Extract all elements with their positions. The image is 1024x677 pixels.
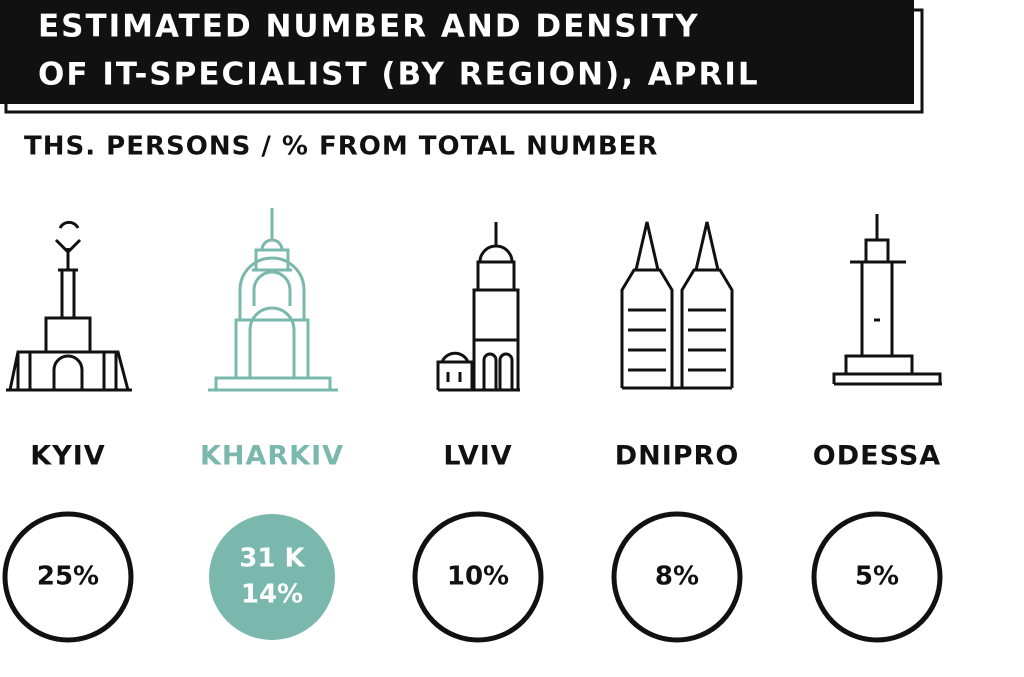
- title-line: ESTIMATED NUMBER AND DENSITY: [38, 9, 700, 45]
- kyiv-icon: [6, 220, 132, 392]
- region-name: KYIV: [30, 441, 105, 472]
- dnipro-icon: [620, 221, 734, 390]
- region-name: LVIV: [443, 441, 512, 472]
- region-name: DNIPRO: [615, 441, 740, 472]
- subtitle: THS. PERSONS / % FROM TOTAL NUMBER: [24, 132, 658, 162]
- region-circle: [412, 511, 544, 643]
- region-circle: [611, 511, 743, 643]
- region-value: 8%: [655, 562, 699, 592]
- region-circle: [2, 511, 134, 643]
- region-value: 5%: [855, 562, 899, 592]
- title-box: [0, 0, 914, 104]
- region-value: 14%: [241, 580, 303, 610]
- region-value: 10%: [447, 562, 509, 592]
- region-circle: [209, 514, 335, 640]
- title-line: OF IT-SPECIALIST (BY REGION), APRIL: [38, 57, 760, 93]
- lviv-icon: [436, 222, 520, 392]
- region-name: ODESSA: [813, 441, 941, 472]
- region-circle: [811, 511, 943, 643]
- kharkiv-icon: [208, 208, 338, 392]
- region-name: KHARKIV: [200, 441, 344, 472]
- odessa-icon: [832, 214, 942, 386]
- region-value: 25%: [37, 562, 99, 592]
- region-value: 31 K: [239, 544, 305, 574]
